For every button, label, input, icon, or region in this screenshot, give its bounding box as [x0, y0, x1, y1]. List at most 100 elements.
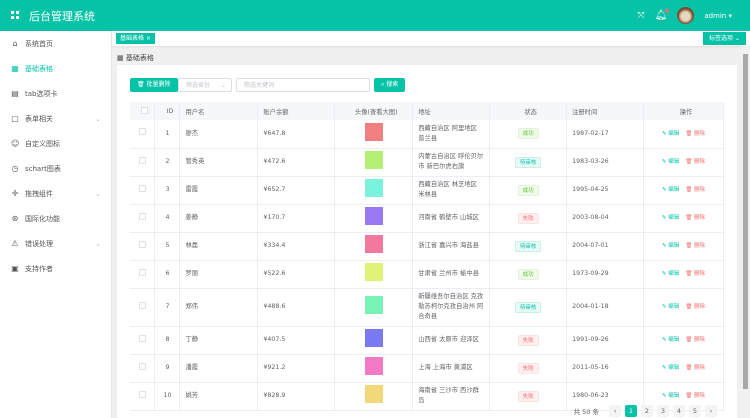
close-icon[interactable]: ×: [145, 35, 151, 42]
prev-page-button[interactable]: ‹: [609, 405, 621, 417]
cell-name: 林磊: [179, 232, 259, 261]
delete-button[interactable]: 🗑︎ 删除: [685, 187, 705, 193]
next-page-button[interactable]: ›: [705, 405, 717, 417]
status-badge: 成功: [517, 128, 539, 140]
avatar[interactable]: [677, 7, 695, 24]
sidebar-item-9[interactable]: ▣ 支持作者: [0, 256, 111, 281]
document-icon: ▣: [11, 264, 19, 273]
page-button[interactable]: 2: [641, 405, 653, 417]
edit-button[interactable]: ✎ 编辑: [662, 304, 679, 310]
row-checkbox[interactable]: [138, 128, 146, 136]
avatar-thumbnail[interactable]: [364, 385, 383, 403]
delete-button[interactable]: 🗑︎ 删除: [685, 243, 705, 249]
cell-balance: ¥522.6: [257, 260, 336, 289]
edit-button[interactable]: ✎ 编辑: [662, 365, 679, 371]
cell-avatar: [334, 120, 414, 149]
row-checkbox[interactable]: [138, 334, 146, 342]
row-checkbox[interactable]: [138, 156, 146, 164]
avatar-thumbnail[interactable]: [364, 235, 383, 253]
edit-button[interactable]: ✎ 编辑: [662, 131, 679, 137]
row-select: [130, 382, 156, 411]
sidebar-item-0[interactable]: ⌂ 系统首页: [0, 31, 111, 56]
delete-button[interactable]: 🗑︎ 删除: [685, 304, 705, 310]
cell-avatar: [334, 148, 414, 177]
cell-status: 失败: [489, 204, 568, 233]
province-select[interactable]: 筛选省份 ⌄: [178, 78, 232, 92]
cell-status: 待审核: [489, 232, 568, 261]
row-checkbox[interactable]: [138, 240, 146, 248]
edit-label: 编辑: [668, 337, 680, 343]
delete-button[interactable]: 🗑︎ 删除: [685, 215, 705, 221]
page-button[interactable]: 3: [657, 405, 669, 417]
cell-status: 失败: [489, 354, 568, 383]
sidebar-item-8[interactable]: ⚠ 错误处理 ⌄: [0, 231, 111, 256]
tag-current[interactable]: 基础表格 ×: [116, 33, 155, 44]
edit-icon: ✎: [661, 187, 667, 193]
sidebar-item-5[interactable]: ◷ schart图表: [0, 156, 111, 181]
search-button[interactable]: ⌕ 搜索: [374, 78, 406, 92]
delete-button[interactable]: 🗑︎ 删除: [685, 131, 705, 137]
edit-icon: ✎: [661, 130, 667, 137]
table-row: 10 姚芳 ¥828.9 海南省 三沙市 西沙群岛 失败 1980-06-23 …: [130, 382, 724, 411]
edit-button[interactable]: ✎ 编辑: [662, 271, 679, 277]
cell-date: 1983-03-26: [566, 148, 645, 177]
delete-label: 删除: [694, 304, 706, 310]
avatar-thumbnail[interactable]: [364, 207, 383, 225]
delete-button[interactable]: 🗑︎ 删除: [685, 271, 705, 277]
sidebar-item-2[interactable]: ▤ tab选项卡: [0, 81, 111, 106]
cell-avatar: [334, 204, 414, 233]
row-select: [130, 120, 156, 149]
fullscreen-icon[interactable]: ⤧: [637, 10, 645, 21]
batch-delete-button[interactable]: 🗑︎ 批量删除: [130, 78, 178, 92]
notification-dot: [665, 9, 670, 13]
edit-icon: ✎: [661, 215, 667, 221]
edit-button[interactable]: ✎ 编辑: [662, 187, 679, 193]
trash-icon: 🗑︎: [137, 81, 145, 88]
edit-button[interactable]: ✎ 编辑: [662, 215, 679, 221]
avatar-thumbnail[interactable]: [364, 151, 383, 169]
scrollbar[interactable]: [741, 46, 750, 418]
avatar-thumbnail[interactable]: [364, 179, 383, 197]
row-select: [130, 148, 156, 177]
avatar-thumbnail[interactable]: [364, 329, 383, 347]
delete-button[interactable]: 🗑︎ 删除: [685, 365, 705, 371]
breadcrumb-label: 基础表格: [125, 54, 154, 62]
cell-date: 1991-09-26: [566, 326, 645, 355]
avatar-thumbnail[interactable]: [364, 263, 383, 281]
menu-collapse-icon[interactable]: [11, 11, 19, 19]
row-checkbox[interactable]: [138, 268, 146, 276]
delete-button[interactable]: 🗑︎ 删除: [685, 159, 705, 165]
edit-button[interactable]: ✎ 编辑: [662, 159, 679, 165]
sidebar-item-1[interactable]: ▦ 基础表格: [0, 56, 111, 81]
status-badge: 待审核: [514, 156, 542, 168]
sidebar-item-3[interactable]: ▢ 表单相关 ⌄: [0, 106, 111, 131]
row-checkbox[interactable]: [138, 301, 146, 309]
avatar-thumbnail[interactable]: [364, 357, 383, 375]
scrollbar-thumb[interactable]: [743, 54, 748, 389]
keyword-input[interactable]: 筛选关键词: [236, 78, 370, 92]
page-button[interactable]: 1: [625, 405, 637, 417]
cell-id: 5: [154, 232, 181, 261]
row-checkbox[interactable]: [138, 212, 146, 220]
tag-options-button[interactable]: 标签选项 ⌄: [703, 32, 746, 45]
page-button[interactable]: 4: [673, 405, 685, 417]
row-checkbox[interactable]: [138, 362, 146, 370]
delete-button[interactable]: 🗑︎ 删除: [685, 393, 705, 399]
sidebar-item-4[interactable]: ☺ 自定义图标: [0, 131, 111, 156]
avatar-thumbnail[interactable]: [364, 122, 383, 141]
user-dropdown[interactable]: admin ▾: [704, 11, 732, 20]
bell-icon[interactable]: 🔔︎: [654, 9, 670, 21]
edit-button[interactable]: ✎ 编辑: [662, 243, 679, 249]
table-row: 3 雷霞 ¥652.7 西藏自治区 林芝地区 米林县 成功 1995-04-25…: [130, 176, 724, 205]
cell-address: 浙江省 嘉兴市 海盐县: [412, 232, 491, 261]
row-checkbox[interactable]: [138, 184, 146, 192]
page-button[interactable]: 5: [689, 405, 701, 417]
avatar-thumbnail[interactable]: [364, 296, 383, 314]
sidebar-item-6[interactable]: ✛ 拖拽组件 ⌄: [0, 181, 111, 206]
select-all-checkbox[interactable]: [141, 106, 149, 114]
edit-button[interactable]: ✎ 编辑: [662, 337, 679, 343]
row-checkbox[interactable]: [138, 390, 146, 398]
edit-button[interactable]: ✎ 编辑: [662, 393, 679, 399]
delete-button[interactable]: 🗑︎ 删除: [685, 337, 705, 343]
sidebar-item-7[interactable]: ⊛ 国际化功能: [0, 206, 111, 231]
